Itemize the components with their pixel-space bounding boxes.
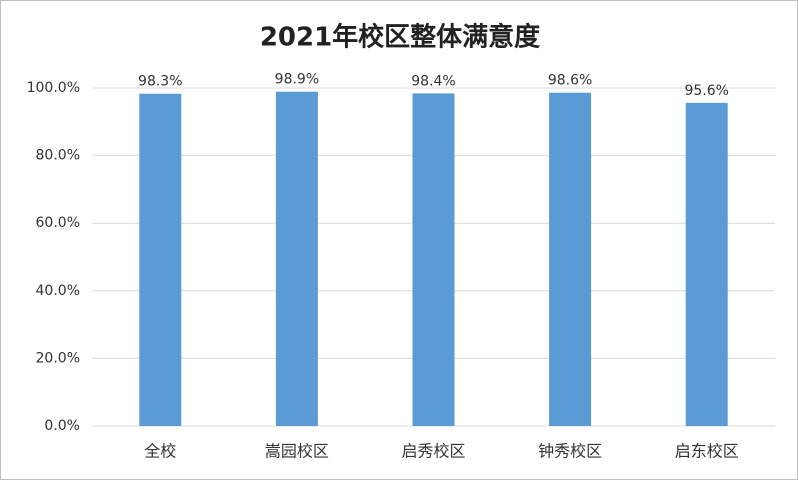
value-label: 98.9%: [275, 72, 319, 88]
bar: [412, 93, 455, 427]
y-tick-label: 0.0%: [44, 418, 80, 434]
x-tick-label: 启秀校区: [401, 442, 465, 461]
y-tick-label: 100.0%: [27, 80, 80, 96]
x-tick-label: 钟秀校区: [538, 442, 602, 461]
y-tick-label: 60.0%: [36, 215, 80, 231]
chart-title: 2021年校区整体满意度: [260, 22, 540, 53]
x-tick-label: 全校: [144, 442, 176, 461]
x-tick-label: 启东校区: [675, 442, 739, 461]
y-tick-label: 40.0%: [36, 283, 80, 299]
value-label: 98.4%: [411, 73, 455, 89]
bar: [549, 92, 592, 427]
x-tick-label: 嵩园校区: [265, 442, 329, 461]
bar: [275, 91, 318, 426]
value-label: 98.6%: [548, 73, 592, 89]
bar: [139, 93, 182, 426]
bar: [685, 102, 728, 426]
y-tick-label: 80.0%: [36, 148, 80, 164]
value-label: 98.3%: [138, 74, 182, 90]
value-label: 95.6%: [684, 83, 728, 99]
y-tick-label: 20.0%: [36, 350, 80, 366]
